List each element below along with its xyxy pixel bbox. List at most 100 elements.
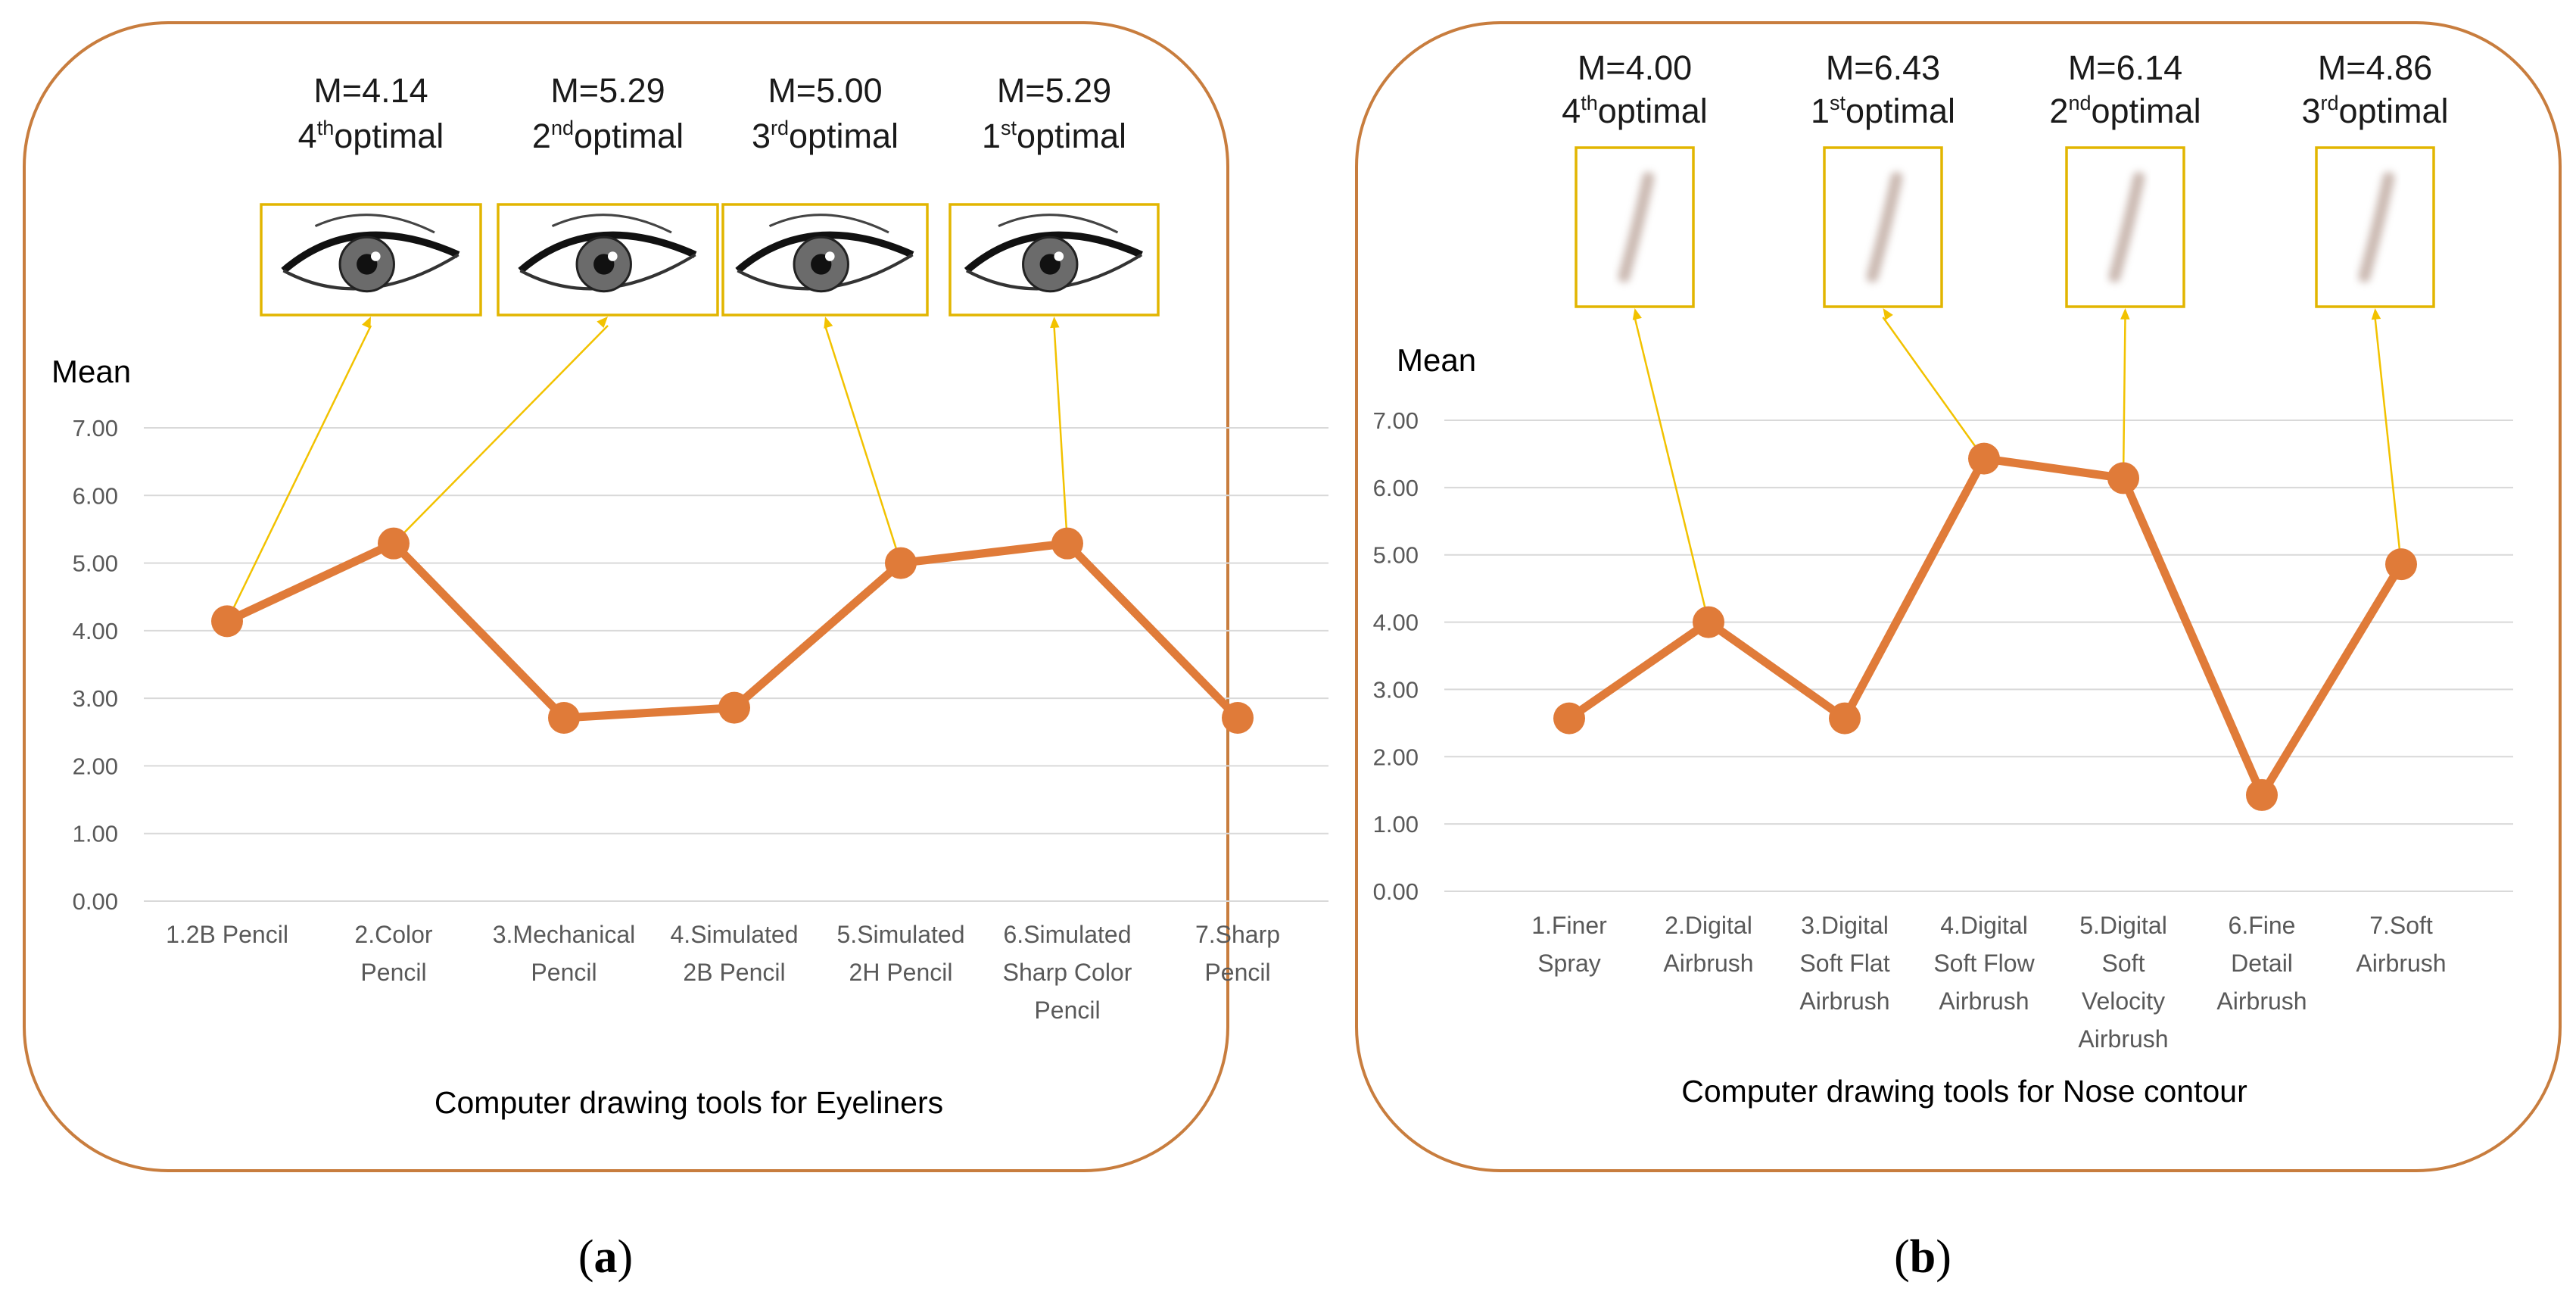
- y-tick-label: 7.00: [73, 415, 118, 441]
- x-category-label: 2.Digital Airbrush: [1663, 912, 1753, 977]
- data-point: [1222, 702, 1254, 735]
- rank-suffix: rd: [2320, 92, 2338, 114]
- x-category-line: Airbrush: [1939, 987, 2029, 1015]
- x-category-label: 1.Finer Spray: [1531, 912, 1607, 977]
- x-category-line: Spray: [1537, 950, 1601, 977]
- y-tick-label: 4.00: [73, 618, 118, 644]
- rank-word: optimal: [1598, 92, 1708, 130]
- data-point: [1968, 442, 2000, 475]
- rank-suffix: st: [1830, 92, 1846, 114]
- x-category-line: Soft Flow: [1933, 950, 2035, 977]
- panel-label-open: (: [1894, 1231, 1910, 1283]
- x-category-line: 6.Simulated: [1004, 921, 1132, 948]
- x-axis-title: Computer drawing tools for Eyeliners: [435, 1085, 943, 1120]
- x-category-line: Pencil: [1204, 959, 1270, 986]
- rank-number: 1: [982, 117, 1001, 155]
- x-category-label: 2.Color Pencil: [354, 921, 433, 986]
- eye-highlight: [1054, 251, 1064, 261]
- data-point: [2107, 462, 2139, 494]
- panel-a: 0.00 1.00 2.00 3.00 4.00 5.00 6.00 7.00 Mean 1.2B…: [23, 21, 1328, 1283]
- x-category-line: Pencil: [360, 959, 426, 986]
- x-category-line: Airbrush: [2216, 987, 2307, 1015]
- x-category-line: 5.Simulated: [837, 921, 965, 948]
- x-category-line: 7.Sharp: [1195, 921, 1280, 948]
- annotation-mean: M=5.29: [997, 71, 1111, 110]
- x-axis-title: Computer drawing tools for Nose contour: [1681, 1074, 2247, 1109]
- rank-word: optimal: [1846, 92, 1955, 130]
- y-tick-label: 6.00: [1373, 475, 1419, 501]
- x-category-line: Sharp Color: [1003, 959, 1132, 986]
- brush-stroke: [2108, 171, 2145, 283]
- leader-line: [1053, 325, 1069, 544]
- x-category-label: 6.Simulated Sharp Color Pencil: [1003, 921, 1132, 1024]
- rank-number: 4: [1562, 92, 1581, 130]
- y-tick-label: 0.00: [1373, 878, 1419, 905]
- annotation-rank: 4thoptimal: [1562, 92, 1708, 130]
- x-category-line: 2B Pencil: [683, 959, 785, 986]
- x-category-label: 5.Digital Soft Velocity Airbrush: [2078, 912, 2168, 1053]
- leader-line: [1882, 317, 1986, 460]
- panel-label: (b): [1894, 1231, 1951, 1283]
- x-category-line: Pencil: [1034, 997, 1100, 1024]
- leader-line: [2122, 317, 2126, 479]
- rank-suffix: rd: [771, 117, 789, 139]
- x-category-label: 6.Fine Detail Airbrush: [2216, 912, 2307, 1015]
- leader-arrowhead: [2371, 308, 2381, 320]
- eyelid-upper: [518, 231, 697, 273]
- annotation-mean: M=6.43: [1826, 48, 1940, 87]
- rank-word: optimal: [574, 117, 684, 155]
- x-category-line: Soft Flat: [1799, 950, 1889, 977]
- leader-arrowhead: [596, 317, 608, 329]
- y-tick-label: 3.00: [73, 685, 118, 712]
- panel-frame: [1355, 21, 2562, 1172]
- x-category-label: 3.Mechanical Pencil: [493, 921, 636, 986]
- leader-arrowhead: [1883, 308, 1893, 320]
- leader-arrowhead: [362, 317, 371, 329]
- leader-arrowhead: [1632, 308, 1642, 320]
- leader-line: [824, 325, 902, 563]
- leader-line: [226, 325, 372, 622]
- leader-arrowhead: [824, 317, 833, 329]
- eyebrow-crease: [551, 214, 672, 234]
- y-tick-label: 1.00: [1373, 811, 1419, 838]
- y-axis-label: Mean: [1397, 342, 1476, 378]
- rank-number: 2: [2049, 92, 2068, 130]
- panel-label: (a): [578, 1231, 633, 1283]
- annotation-rank: 4thoptimal: [298, 117, 444, 155]
- leader-line: [393, 325, 609, 544]
- panel-b: 0.00 1.00 2.00 3.00 4.00 5.00 6.00 7.00 Mean 1.Fi…: [1355, 21, 2562, 1283]
- annotation-mean: M=5.29: [550, 71, 665, 110]
- brush-stroke: [1618, 171, 1655, 283]
- x-category-line: 3.Mechanical: [493, 921, 636, 948]
- eye-highlight: [371, 251, 381, 261]
- x-category-line: Pencil: [531, 959, 596, 986]
- x-category-line: 4.Digital: [1940, 912, 2028, 939]
- x-category-label: 4.Digital Soft Flow Airbrush: [1933, 912, 2035, 1015]
- brush-stroke: [2358, 171, 2395, 283]
- panel-label-close: ): [1936, 1231, 1951, 1283]
- annotation-mean: M=4.14: [313, 71, 428, 110]
- leader-arrowhead: [2120, 308, 2130, 320]
- x-category-label: 1.2B Pencil: [166, 921, 288, 948]
- x-category-line: 3.Digital: [1801, 912, 1889, 939]
- x-category-label: 4.Simulated 2B Pencil: [671, 921, 799, 986]
- x-category-line: Soft: [2102, 950, 2145, 977]
- rank-suffix: st: [1001, 117, 1017, 139]
- y-tick-label: 0.00: [73, 888, 118, 915]
- data-point: [378, 527, 410, 560]
- x-category-line: Airbrush: [2356, 950, 2446, 977]
- y-tick-label: 1.00: [73, 821, 118, 847]
- eyebrow-crease: [998, 214, 1119, 234]
- rank-suffix: th: [1581, 92, 1598, 114]
- eyebrow-crease: [768, 214, 889, 234]
- rank-number: 3: [2301, 92, 2320, 130]
- x-category-line: 6.Fine: [2229, 912, 2296, 939]
- data-point: [2246, 778, 2278, 811]
- annotation-rank: 1stoptimal: [982, 117, 1126, 155]
- panel-label-close: ): [618, 1231, 634, 1283]
- x-category-line: 5.Digital: [2079, 912, 2167, 939]
- x-category-line: Airbrush: [1663, 950, 1753, 977]
- x-category-label: 7.Soft Airbrush: [2356, 912, 2446, 977]
- annotation-mean: M=6.14: [2068, 48, 2182, 87]
